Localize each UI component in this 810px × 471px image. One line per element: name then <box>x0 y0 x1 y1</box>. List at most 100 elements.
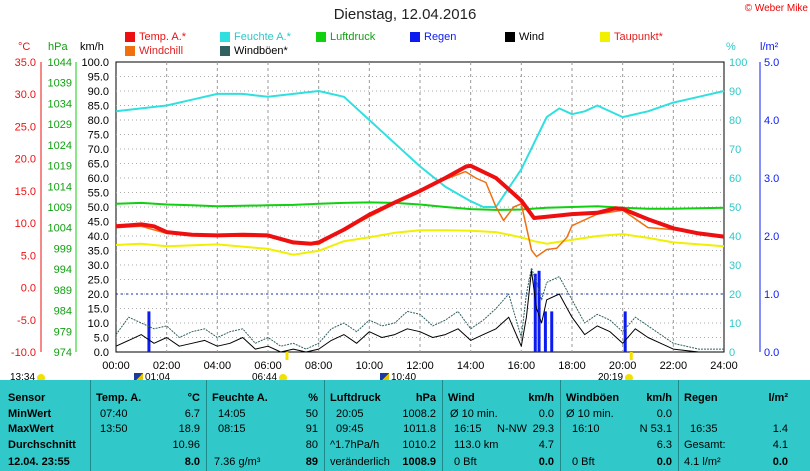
moon-icon <box>380 373 389 382</box>
event-moon: 10:40 <box>380 372 416 383</box>
wind-axis-unit: km/h <box>80 41 104 53</box>
pressure-tick-label: 1009 <box>48 202 72 214</box>
legend-label: Temp. A.* <box>139 31 187 43</box>
x-tick-label: 04:00 <box>204 360 232 372</box>
legend-swatch <box>125 46 135 56</box>
column-divider <box>678 380 679 471</box>
event-sun: 06:44 <box>252 372 288 383</box>
humidity-tick-label: 30 <box>729 260 741 272</box>
rain-tick-label: 0.0 <box>764 347 779 359</box>
rain-total-val: 4.1 <box>772 439 788 451</box>
series-line-windben <box>115 267 724 350</box>
humidity-max-time: 08:15 <box>218 423 246 435</box>
rain-tick-label: 4.0 <box>764 115 779 127</box>
wind-tick-label: 95.0 <box>88 72 109 84</box>
gust-max-val: N 53.1 <box>639 423 672 435</box>
wind-tick-label: 80.0 <box>88 115 109 127</box>
pressure-trend: veränderlich <box>330 456 390 468</box>
temp-tick-label: 5.0 <box>21 250 36 262</box>
gust-header: Windböen <box>566 392 620 404</box>
x-tick-label: 16:00 <box>508 360 536 372</box>
rain-bar <box>623 311 627 352</box>
rain-tick-label: 3.0 <box>764 173 779 185</box>
wind-tick-label: 50.0 <box>88 202 109 214</box>
legend-swatch <box>600 32 610 42</box>
rain-bar <box>533 273 537 352</box>
event-time: 13:34 <box>10 372 36 383</box>
sunset-marker <box>629 352 633 360</box>
legend-label: Windböen* <box>234 45 288 57</box>
rain-unit: l/m² <box>768 392 788 404</box>
x-tick-label: 08:00 <box>305 360 333 372</box>
x-tick-label: 00:00 <box>102 360 130 372</box>
copyright: © Weber Mike <box>744 3 808 14</box>
page-title: Dienstag, 12.04.2016 <box>333 6 477 23</box>
event-sun: 13:34 <box>10 372 46 383</box>
x-tick-label: 20:00 <box>609 360 637 372</box>
temp-min-val: 6.7 <box>184 408 200 420</box>
wind-tick-label: 65.0 <box>88 159 109 171</box>
pressure-now: 1008.9 <box>402 456 436 468</box>
pressure-avg: 1010.2 <box>402 439 436 451</box>
wind-bft: 0 Bft <box>454 456 477 468</box>
wind-tick-label: 60.0 <box>88 173 109 185</box>
wind-tick-label: 75.0 <box>88 130 109 142</box>
legend-swatch <box>125 32 135 42</box>
legend-swatch <box>316 32 326 42</box>
temp-tick-label: 10.0 <box>15 218 36 230</box>
sun-icon <box>279 373 288 382</box>
temp-header: Temp. A. <box>96 392 142 404</box>
wind-tick-label: 70.0 <box>88 144 109 156</box>
pressure-tick-label: 1024 <box>48 140 72 152</box>
series-line-taupunkt <box>115 229 725 256</box>
gust-avg: 6.3 <box>656 439 672 451</box>
humidity-now: 89 <box>305 456 318 468</box>
rain-now: 0.0 <box>772 456 788 468</box>
wind-distance: 113.0 km <box>454 439 499 451</box>
temp-now: 8.0 <box>184 456 200 468</box>
legend-dewpoint: Taupunkt* <box>600 31 663 43</box>
row-label-max: MaxWert <box>8 423 54 435</box>
pressure-max-time: 09:45 <box>336 423 364 435</box>
wind-tick-label: 100.0 <box>81 57 109 69</box>
x-tick-label: 12:00 <box>406 360 434 372</box>
wind-now: 0.0 <box>538 456 554 468</box>
wind-avg10-label: Ø 10 min. <box>450 408 498 420</box>
pressure-tick-label: 999 <box>54 243 72 255</box>
column-divider <box>90 380 91 471</box>
humidity-min-val: 50 <box>305 408 318 420</box>
temp-axis-unit: °C <box>18 41 31 53</box>
pressure-max-val: 1011.8 <box>403 423 436 435</box>
sunrise-marker <box>285 352 289 360</box>
humidity-tick-label: 50 <box>729 202 741 214</box>
column-divider <box>442 380 443 471</box>
wind-tick-label: 5.0 <box>94 333 109 345</box>
x-tick-label: 10:00 <box>356 360 384 372</box>
humidity-tick-label: 0 <box>729 347 735 359</box>
pressure-tick-label: 1039 <box>48 78 72 90</box>
pressure-tick-label: 1034 <box>48 98 72 110</box>
humidity-unit: % <box>308 392 318 404</box>
wind-tick-label: 40.0 <box>88 231 109 243</box>
pressure-unit: hPa <box>415 392 436 404</box>
humidity-min-time: 14:05 <box>218 408 246 420</box>
humidity-tick-label: 80 <box>729 115 741 127</box>
rain-tick-label: 5.0 <box>764 57 779 69</box>
temp-tick-label: 0.0 <box>21 283 36 295</box>
row-label-avg: Durchschnitt <box>8 439 76 451</box>
humidity-abs: 7.36 g/m³ <box>214 456 261 468</box>
humidity-tick-label: 60 <box>729 173 741 185</box>
wind-tick-label: 45.0 <box>88 217 109 229</box>
legend-label: Taupunkt* <box>614 31 663 43</box>
x-tick-label: 06:00 <box>254 360 282 372</box>
series-line-tempa <box>115 163 725 246</box>
rain-max-time: 16:35 <box>690 423 718 435</box>
wind-unit: km/h <box>528 392 554 404</box>
row-label-min: MinWert <box>8 408 52 420</box>
wind-header: Wind <box>448 392 475 404</box>
pressure-axis-unit: hPa <box>48 41 68 53</box>
wind-tick-label: 55.0 <box>88 188 109 200</box>
legend-wind: Wind <box>505 31 544 43</box>
gust-bft: 0 Bft <box>572 456 595 468</box>
wind-tick-label: 20.0 <box>88 289 109 301</box>
